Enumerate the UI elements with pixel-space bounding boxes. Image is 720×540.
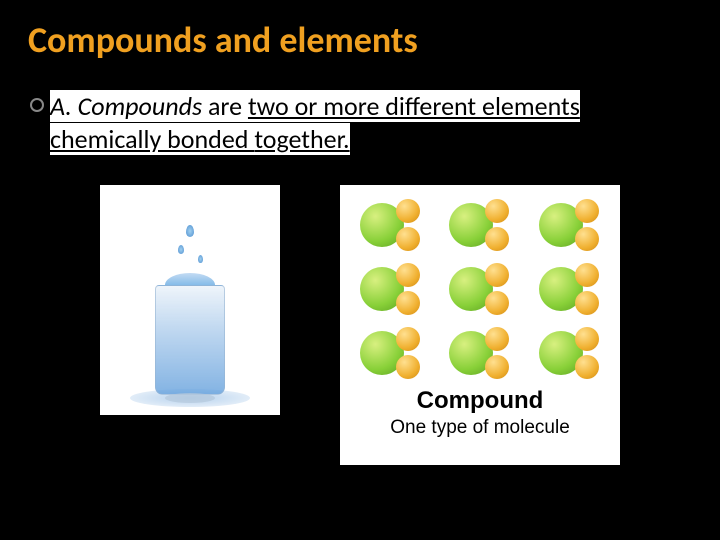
atom-small bbox=[396, 263, 420, 287]
molecule bbox=[352, 197, 429, 249]
atom-small bbox=[485, 227, 509, 251]
slide: Compounds and elements A. Compounds are … bbox=[0, 0, 720, 540]
bullet-mid: are bbox=[208, 90, 248, 122]
atom-small bbox=[575, 199, 599, 223]
molecule bbox=[531, 197, 608, 249]
molecule-grid bbox=[352, 197, 608, 377]
atom-small bbox=[575, 327, 599, 351]
atom-small bbox=[575, 263, 599, 287]
water-drop bbox=[178, 245, 184, 254]
atom-small bbox=[485, 327, 509, 351]
molecule bbox=[441, 325, 518, 377]
atom-small bbox=[485, 199, 509, 223]
atom-small bbox=[396, 327, 420, 351]
molecule bbox=[352, 325, 429, 377]
images-row: Compound One type of molecule bbox=[0, 185, 720, 465]
bullet-u3: together. bbox=[254, 123, 349, 155]
bullet-prefix: A. Compounds bbox=[50, 90, 208, 122]
glass-base bbox=[165, 393, 215, 403]
atom-small bbox=[485, 263, 509, 287]
atom-small bbox=[396, 227, 420, 251]
molecule bbox=[441, 261, 518, 313]
atom-small bbox=[485, 355, 509, 379]
water-glass bbox=[155, 285, 225, 395]
molecule bbox=[441, 197, 518, 249]
atom-small bbox=[396, 291, 420, 315]
water-drop bbox=[198, 255, 203, 263]
glass-body bbox=[155, 285, 225, 395]
bullet-item: A. Compounds are two or more different e… bbox=[0, 62, 720, 155]
atom-small bbox=[485, 291, 509, 315]
bullet-u2: chemically bonded bbox=[50, 123, 254, 155]
atom-small bbox=[575, 291, 599, 315]
water-drop bbox=[186, 225, 194, 237]
bullet-text-container: A. Compounds are two or more different e… bbox=[50, 90, 690, 155]
atom-small bbox=[575, 355, 599, 379]
atom-small bbox=[575, 227, 599, 251]
molecule bbox=[531, 325, 608, 377]
atom-small bbox=[396, 355, 420, 379]
bullet-u1: two or more different elements bbox=[248, 90, 580, 122]
bullet-icon bbox=[30, 98, 44, 112]
compound-diagram: Compound One type of molecule bbox=[340, 185, 620, 465]
water-glass-image bbox=[100, 185, 280, 415]
compound-title: Compound bbox=[352, 387, 608, 415]
atom-small bbox=[396, 199, 420, 223]
slide-title: Compounds and elements bbox=[0, 0, 720, 62]
molecule bbox=[352, 261, 429, 313]
molecule bbox=[531, 261, 608, 313]
compound-subtitle: One type of molecule bbox=[352, 417, 608, 439]
